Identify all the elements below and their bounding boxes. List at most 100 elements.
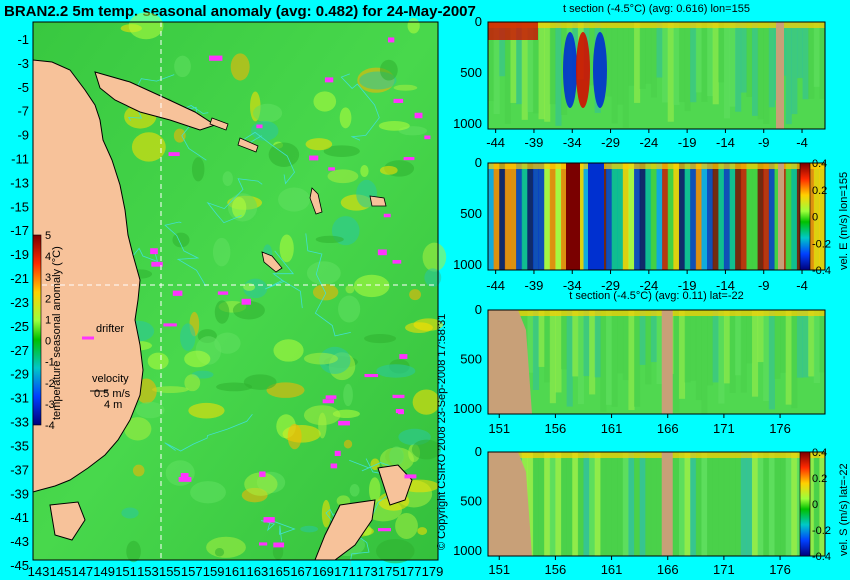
- anomaly-blob: [409, 289, 422, 301]
- section-x-tick: -39: [525, 135, 544, 150]
- section-column: [645, 310, 652, 385]
- anomaly-blob: [230, 53, 250, 81]
- section-column: [695, 22, 702, 93]
- section-column: [813, 452, 820, 556]
- section-column: [707, 452, 714, 556]
- anomaly-blob: [266, 382, 305, 398]
- section-column: [611, 310, 618, 407]
- section-column: [695, 163, 702, 270]
- section-column: [656, 310, 663, 385]
- anomaly-blob: [379, 165, 398, 175]
- lat-tick-label: -41: [10, 510, 29, 525]
- drifter-track: [273, 542, 285, 548]
- lon-tick-label: 157: [181, 564, 203, 579]
- section-column: [634, 163, 641, 270]
- section-column: [555, 22, 562, 126]
- section-column: [729, 452, 736, 556]
- lon-tick-label: 159: [203, 564, 225, 579]
- section-panel-3: t section (-4.5°C) (avg: 0.11) lat=-22 0 5…: [453, 290, 826, 436]
- isobath-contour: [265, 250, 303, 309]
- velocity-legend-depth: 4 m: [104, 399, 122, 411]
- map-colorbar-tick: -3: [45, 399, 55, 411]
- section-column: [819, 163, 826, 270]
- section-column: [493, 22, 500, 115]
- lat-tick-label: -17: [10, 223, 29, 238]
- lat-tick-label: -23: [10, 295, 29, 310]
- section-column: [544, 22, 551, 122]
- isobath-contour: [305, 233, 351, 337]
- section-column: [735, 452, 742, 556]
- section-column: [645, 452, 652, 556]
- surface-layer: [488, 452, 825, 458]
- anomaly-blob: [273, 339, 304, 362]
- anomaly-blob: [131, 132, 166, 162]
- isobath-contour: [340, 73, 380, 141]
- anomaly-blob: [353, 274, 390, 298]
- section-y-tick: 0: [475, 155, 482, 170]
- section-column: [695, 310, 702, 401]
- lat-tick-label: -37: [10, 462, 29, 477]
- section-column: [780, 310, 787, 373]
- section-column: [718, 163, 725, 270]
- lon-tick-label: 151: [115, 564, 137, 579]
- section-x-tick: -19: [678, 278, 697, 293]
- lat-tick-label: -13: [10, 175, 29, 190]
- section-x-tick: 161: [601, 562, 623, 577]
- section-column: [617, 452, 624, 556]
- anomaly-blob: [389, 446, 404, 466]
- isobath-contour: [177, 105, 209, 161]
- section-column: [656, 163, 663, 270]
- section-x-tick: -39: [525, 278, 544, 293]
- anomaly-blob: [395, 512, 418, 539]
- section-panel-1: t section (-4.5°C) (avg: 0.616) lon=155 0…: [453, 3, 826, 150]
- new-guinea-land: [94, 71, 217, 131]
- drifter-track: [403, 157, 415, 161]
- anomaly-blob: [278, 187, 311, 212]
- anomaly-blob: [368, 477, 381, 503]
- section-column: [561, 310, 568, 370]
- section-y-tick: 500: [460, 352, 482, 367]
- section-column: [544, 163, 551, 270]
- anomaly-blob: [305, 138, 333, 151]
- section-y-tick: 1000: [453, 257, 482, 272]
- drifter-track: [168, 152, 180, 157]
- section-column: [740, 22, 747, 93]
- section-column: [561, 163, 568, 270]
- anomaly-blob: [250, 120, 279, 141]
- section-column: [763, 452, 770, 556]
- section-column: [768, 163, 775, 270]
- anomaly-blob: [173, 128, 186, 143]
- lat-tick-label: -15: [10, 199, 29, 214]
- lon-tick-label: 149: [93, 564, 115, 579]
- section-column: [622, 310, 629, 381]
- section-column: [723, 452, 731, 556]
- land-mask: [661, 310, 673, 414]
- lon-tick-label: 153: [137, 564, 159, 579]
- section-column: [707, 22, 714, 97]
- section-column: [645, 163, 652, 270]
- velocity-legend-label: velocity: [92, 373, 129, 385]
- anomaly-blob: [124, 417, 152, 441]
- anomaly-blob: [393, 84, 418, 91]
- anomaly-blob: [300, 525, 319, 533]
- section-column: [516, 163, 523, 270]
- eddy-feature: [576, 32, 590, 108]
- section-column: [701, 22, 708, 102]
- section-column: [538, 452, 545, 556]
- land-mask: [776, 22, 784, 129]
- lat-tick-label: -21: [10, 271, 29, 286]
- section-column: [757, 310, 764, 363]
- drifter-track: [241, 298, 251, 305]
- section-x-tick: -14: [716, 135, 735, 150]
- map-colorbar-tick: 2: [45, 293, 51, 305]
- section-x-tick: -4: [796, 135, 808, 150]
- section-column: [678, 22, 686, 103]
- section-column: [684, 452, 691, 556]
- lat-tick-label: -31: [10, 391, 29, 406]
- section-column: [589, 452, 596, 556]
- lat-tick-label: -35: [10, 438, 29, 453]
- section-column: [774, 163, 781, 270]
- section-y-tick: 0: [475, 14, 482, 29]
- lat-tick-label: -3: [17, 56, 29, 71]
- section-x-tick: -9: [758, 135, 770, 150]
